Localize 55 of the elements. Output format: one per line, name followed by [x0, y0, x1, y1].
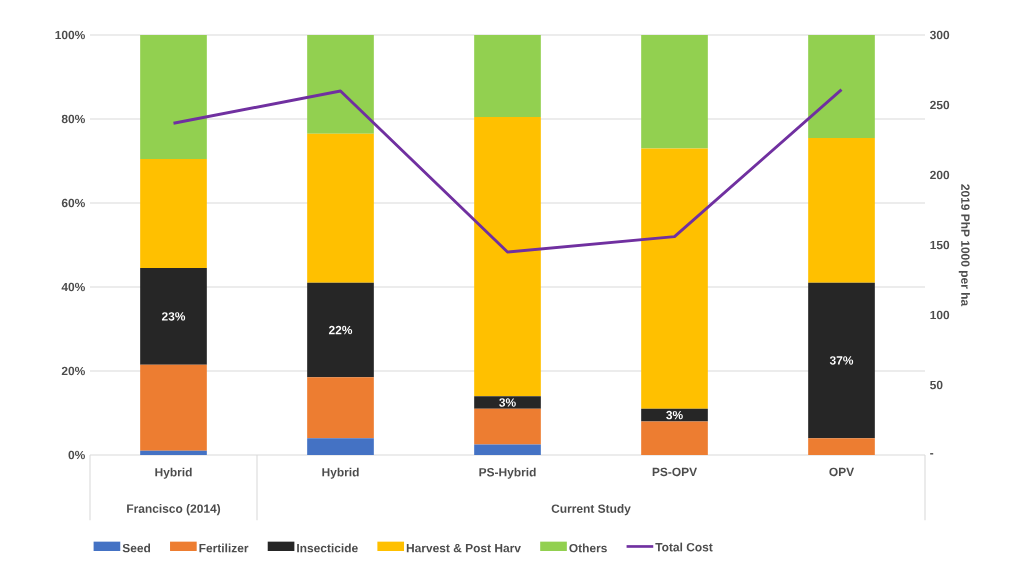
data-label: 23%: [161, 312, 186, 321]
text: Current Study: [551, 504, 631, 516]
y2-tick-label: -: [930, 453, 934, 455]
bar: [140, 268, 207, 365]
y-tick-label: 100%: [55, 30, 85, 40]
bar: [307, 282, 374, 378]
bar: [641, 34, 708, 149]
bar: [808, 34, 875, 138]
bar: [474, 116, 541, 397]
bar: [474, 34, 541, 117]
y2-tick-label: 250: [930, 100, 950, 110]
data-label: 22%: [328, 325, 353, 335]
bar: [307, 133, 374, 283]
bar: [808, 137, 875, 283]
y2-tick-label: 300: [929, 30, 950, 40]
bar: [474, 396, 541, 409]
bar: [641, 421, 708, 455]
y-tick-label: 40%: [61, 282, 85, 292]
bar: [808, 282, 875, 439]
bar: [474, 444, 541, 455]
y2-tick-label: 150: [930, 240, 950, 250]
x-tick-label: OPV: [829, 467, 855, 477]
bar: [808, 438, 875, 455]
y2-axis-title: 2019 PhP 1000 per ha: [958, 184, 970, 307]
bar: [474, 408, 541, 445]
x-tick-label: Hybrid: [155, 467, 192, 479]
bar: [307, 438, 374, 455]
legend-label: Seed: [122, 543, 151, 553]
y-tick-label: 0%: [68, 450, 85, 460]
y-tick-label: 80%: [61, 114, 85, 124]
bar: [140, 364, 207, 451]
bar: [140, 34, 207, 159]
bar: [307, 34, 374, 134]
legend-label: Others: [569, 543, 607, 553]
bar: [641, 148, 708, 409]
text: Francisco (2014): [127, 504, 221, 516]
legend-label: Fertilizer: [199, 543, 249, 553]
bar: [140, 450, 207, 455]
legend-label: Total Cost: [655, 542, 713, 552]
y2-tick-label: 50: [930, 380, 943, 390]
legend-label: Harvest & Post Harv: [406, 543, 521, 553]
data-label: 37%: [829, 356, 854, 365]
data-label: 3%: [499, 398, 516, 407]
x-tick-label: Hybrid: [322, 467, 359, 479]
data-label: 3%: [666, 410, 683, 420]
y-tick-label: 20%: [61, 366, 85, 376]
bar: [140, 158, 207, 269]
x-tick-label: PS-OPV: [652, 467, 698, 477]
legend-label: Insecticide: [297, 543, 358, 553]
y-tick-label: 60%: [61, 198, 85, 208]
x-tick-label: PS-Hybrid: [479, 467, 536, 479]
y2-tick-label: 100: [930, 310, 950, 320]
line-series: [172, 88, 843, 254]
bar: [307, 377, 374, 439]
y2-tick-label: 200: [930, 170, 950, 180]
